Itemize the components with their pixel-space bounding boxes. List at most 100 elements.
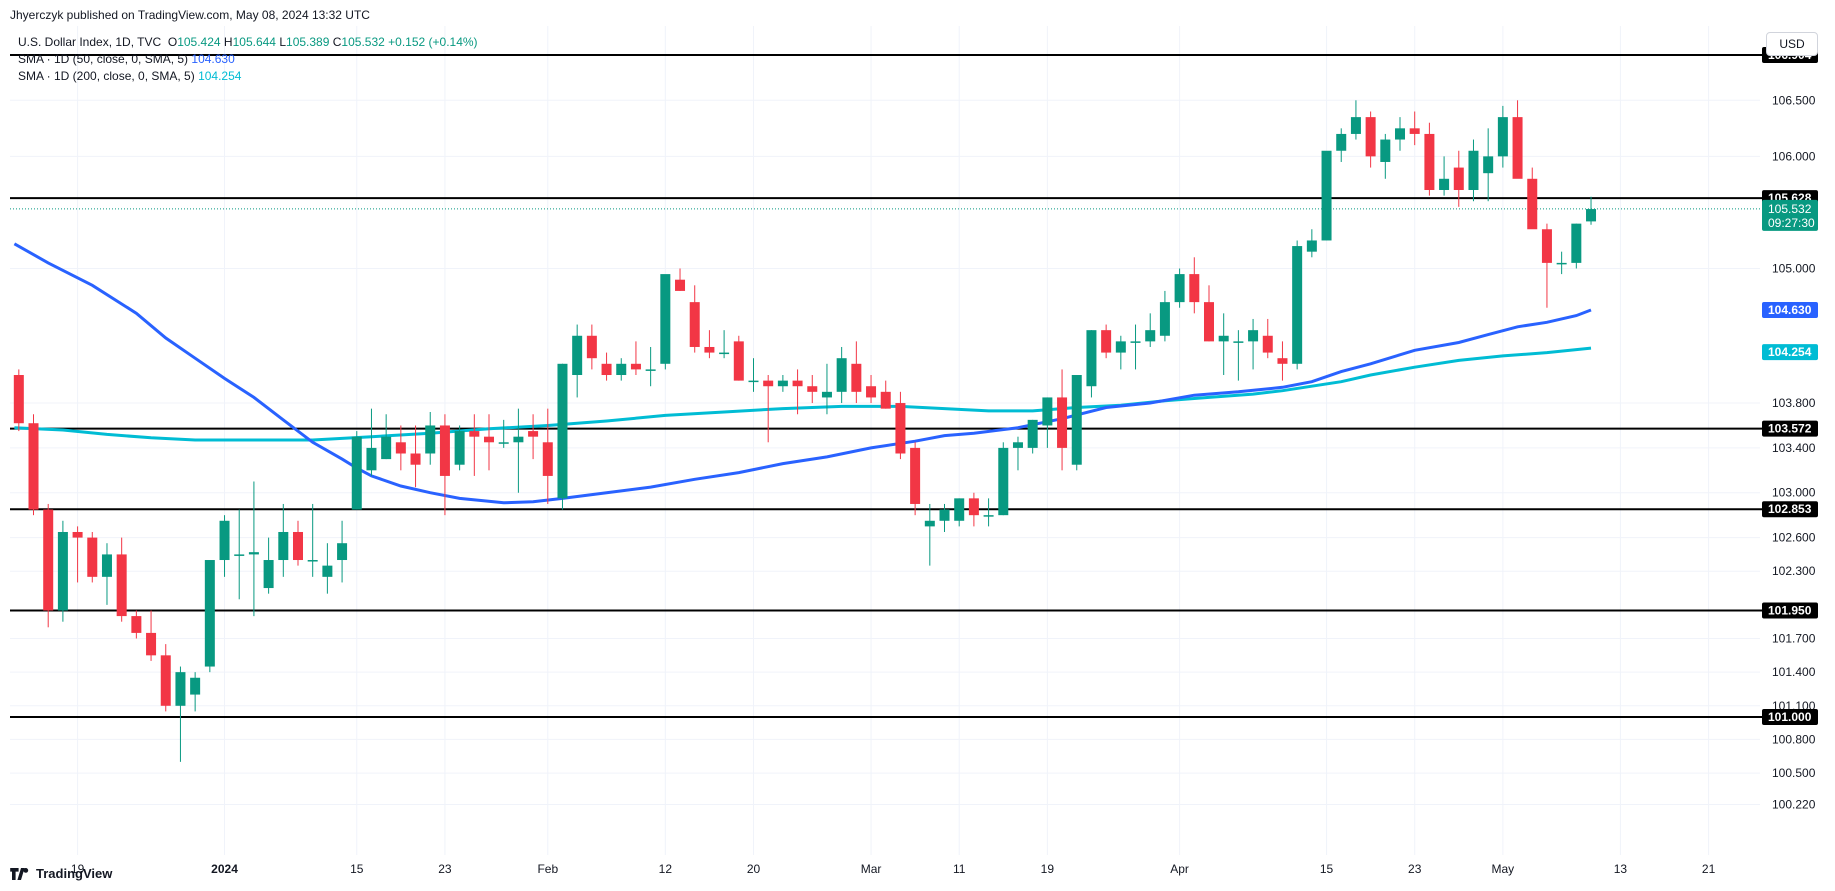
candle <box>866 375 877 404</box>
candle-body <box>190 677 201 695</box>
candle <box>763 375 774 443</box>
candle-body <box>1027 419 1038 448</box>
level-price-tag: 101.000 <box>1762 709 1818 725</box>
candle <box>1277 341 1288 381</box>
candle-body <box>1101 330 1112 353</box>
candle <box>1453 150 1464 207</box>
candle <box>660 274 671 370</box>
candle-body <box>1159 302 1170 336</box>
candle <box>1409 111 1420 146</box>
candle-body <box>821 391 832 398</box>
close-value: 105.532 <box>341 35 385 49</box>
sma50-price-tag-bg <box>1762 301 1818 318</box>
candle-body <box>278 531 289 561</box>
symbol-label: U.S. Dollar Index, 1D, TVC <box>18 35 162 49</box>
candle-body <box>1277 358 1288 364</box>
y-tick-label: 101.700 <box>1772 632 1816 646</box>
tradingview-logo-icon <box>10 867 29 880</box>
candle-body <box>1086 330 1097 387</box>
sma200-line <box>14 346 1592 442</box>
candle <box>1306 229 1317 258</box>
candle-body <box>439 425 450 476</box>
candle <box>248 481 259 617</box>
candle-body <box>1468 150 1479 191</box>
y-tick-label: 106.500 <box>1772 93 1816 107</box>
tradingview-brand: TradingView <box>36 866 113 881</box>
candle-body <box>263 560 274 589</box>
candle-body <box>704 346 715 353</box>
candle-body <box>1189 274 1200 303</box>
candle-body <box>1409 128 1420 134</box>
candle <box>1365 111 1376 168</box>
open-value: 105.424 <box>177 35 221 49</box>
y-tick-label: 103.400 <box>1772 441 1816 455</box>
candle <box>72 526 83 583</box>
candle-body <box>425 425 436 454</box>
candle <box>439 414 450 516</box>
candle-body <box>337 543 348 561</box>
candle-body <box>381 436 392 460</box>
candle <box>968 492 979 527</box>
candle-body <box>146 632 157 656</box>
candle <box>1012 436 1023 471</box>
candle-body <box>1130 341 1141 343</box>
candle <box>131 610 142 639</box>
change-value: +0.152 (+0.14%) <box>388 35 478 49</box>
horizontal-levels <box>10 54 1762 718</box>
candle-body <box>1586 209 1597 222</box>
candle-body <box>1424 133 1435 191</box>
candle-body <box>807 386 818 392</box>
sma50-legend[interactable]: SMA · 1D (50, close, 0, SMA, 5) 104.630 <box>18 51 478 68</box>
candle <box>381 414 392 460</box>
level-price-tag-text: 102.853 <box>1768 502 1812 516</box>
sma50-value: 104.630 <box>191 52 235 66</box>
candle-body <box>395 442 406 454</box>
candle <box>43 503 54 628</box>
x-tick-label: Feb <box>537 862 558 876</box>
last-price-value: 105.532 <box>1768 202 1812 216</box>
candle <box>1512 100 1523 179</box>
sma200-legend[interactable]: SMA · 1D (200, close, 0, SMA, 5) 104.254 <box>18 68 478 85</box>
candle <box>939 503 950 532</box>
candle <box>1468 139 1479 202</box>
candle-body <box>322 565 333 577</box>
x-tick-label: 13 <box>1614 862 1628 876</box>
candle <box>219 515 230 577</box>
currency-button[interactable]: USD <box>1766 32 1818 56</box>
candle <box>146 610 157 661</box>
candle <box>542 408 553 504</box>
candle <box>1321 150 1332 241</box>
candle <box>1203 285 1214 342</box>
candle-body <box>939 509 950 521</box>
candle-body <box>1571 223 1582 263</box>
candle-body <box>1057 397 1068 448</box>
candle-body <box>1115 341 1126 353</box>
candle <box>1027 419 1038 454</box>
candle-body <box>689 302 700 347</box>
candle <box>528 414 539 460</box>
candle-body <box>1248 330 1259 342</box>
y-tick-label: 102.300 <box>1772 564 1816 578</box>
candles <box>13 100 1597 762</box>
y-tick-label: 103.000 <box>1772 486 1816 500</box>
x-tick-label: 2024 <box>211 862 238 876</box>
low-value: 105.389 <box>286 35 330 49</box>
candle-body <box>557 363 568 499</box>
candle-body <box>777 380 788 387</box>
candle <box>469 414 480 476</box>
candle-body <box>880 391 891 409</box>
candle <box>616 358 627 381</box>
sma200-label: SMA · 1D (200, close, 0, SMA, 5) <box>18 69 195 83</box>
candle-body <box>895 403 906 454</box>
candle-body <box>1203 302 1214 342</box>
candle <box>1395 117 1406 151</box>
candle-body <box>1218 335 1229 342</box>
candle-body <box>1439 178 1450 191</box>
candle <box>1218 313 1229 376</box>
candle <box>410 425 421 488</box>
tradingview-footer[interactable]: TradingView <box>10 866 112 881</box>
candle-body <box>1336 133 1347 151</box>
candle-body <box>1350 117 1361 134</box>
